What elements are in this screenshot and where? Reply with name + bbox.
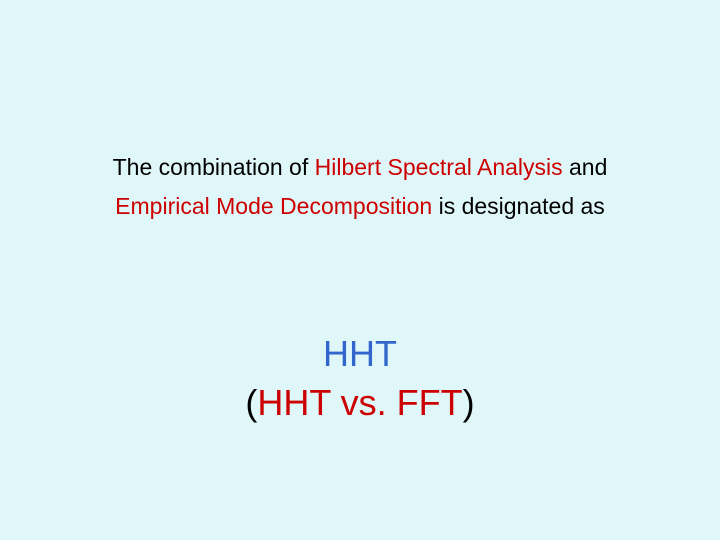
- line-3: HHT: [0, 330, 720, 379]
- text-fragment-emd: Empirical Mode Decomposition: [115, 193, 432, 219]
- text-hht: HHT: [323, 333, 397, 374]
- paragraph-top: The combination of Hilbert Spectral Anal…: [0, 148, 720, 226]
- text-fragment: and: [563, 154, 608, 180]
- text-paren-open: (: [245, 382, 257, 423]
- text-paren-close: ): [463, 382, 475, 423]
- text-fragment: is designated as: [432, 193, 605, 219]
- text-fragment: The combination of: [113, 154, 315, 180]
- text-fragment-hsa: Hilbert Spectral Analysis: [315, 154, 563, 180]
- paragraph-bottom: HHT (HHT vs. FFT): [0, 330, 720, 427]
- line-2: Empirical Mode Decomposition is designat…: [0, 187, 720, 226]
- slide: The combination of Hilbert Spectral Anal…: [0, 0, 720, 540]
- line-4: (HHT vs. FFT): [0, 379, 720, 428]
- text-hht-vs-fft: HHT vs. FFT: [257, 382, 462, 423]
- line-1: The combination of Hilbert Spectral Anal…: [0, 148, 720, 187]
